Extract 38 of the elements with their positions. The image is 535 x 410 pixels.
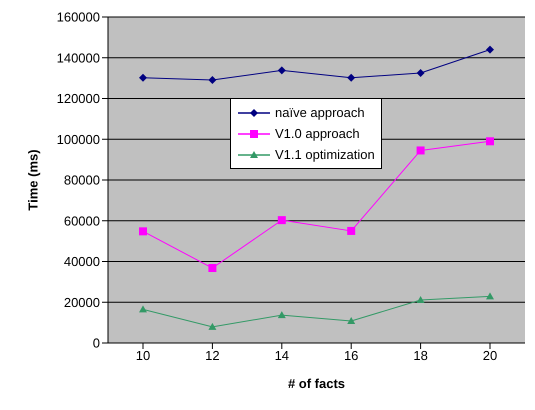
y-tick-label: 140000 xyxy=(56,50,100,66)
y-tick-label: 0 xyxy=(92,336,100,351)
x-tick-label: 16 xyxy=(344,348,358,364)
legend-label: V1.1 optimization xyxy=(275,146,375,164)
x-tick-label: 20 xyxy=(482,348,498,364)
y-tick-label: 60000 xyxy=(64,213,100,228)
x-tick-label: 12 xyxy=(205,348,220,364)
x-tick-label: 14 xyxy=(274,348,290,364)
point xyxy=(208,76,216,84)
point xyxy=(139,227,147,236)
point xyxy=(139,74,147,82)
point xyxy=(278,311,286,318)
point xyxy=(416,69,425,78)
point xyxy=(278,216,286,224)
legend-label: V1.0 approach xyxy=(275,125,360,143)
point xyxy=(416,146,425,154)
x-tick-label: 10 xyxy=(136,348,150,364)
point xyxy=(278,66,286,74)
point xyxy=(208,322,216,330)
point xyxy=(486,292,494,300)
y-axis-title: Time (ms) xyxy=(26,149,41,211)
y-tick-label: 20000 xyxy=(64,294,100,310)
legend-label: naïve approach xyxy=(275,104,365,122)
point xyxy=(486,137,494,146)
point xyxy=(347,226,356,235)
y-tick-label: 120000 xyxy=(56,91,100,106)
point xyxy=(416,296,425,304)
point xyxy=(139,305,147,312)
point xyxy=(208,264,216,272)
y-tick-label: 160000 xyxy=(56,10,100,25)
y-tick-label: 80000 xyxy=(64,172,100,188)
point xyxy=(486,46,494,54)
point xyxy=(347,74,356,82)
x-tick-label: 18 xyxy=(413,348,428,364)
point xyxy=(347,316,356,324)
y-tick-label: 40000 xyxy=(64,254,100,270)
x-axis-title: # of facts xyxy=(288,376,346,391)
y-tick-label: 100000 xyxy=(56,132,100,147)
